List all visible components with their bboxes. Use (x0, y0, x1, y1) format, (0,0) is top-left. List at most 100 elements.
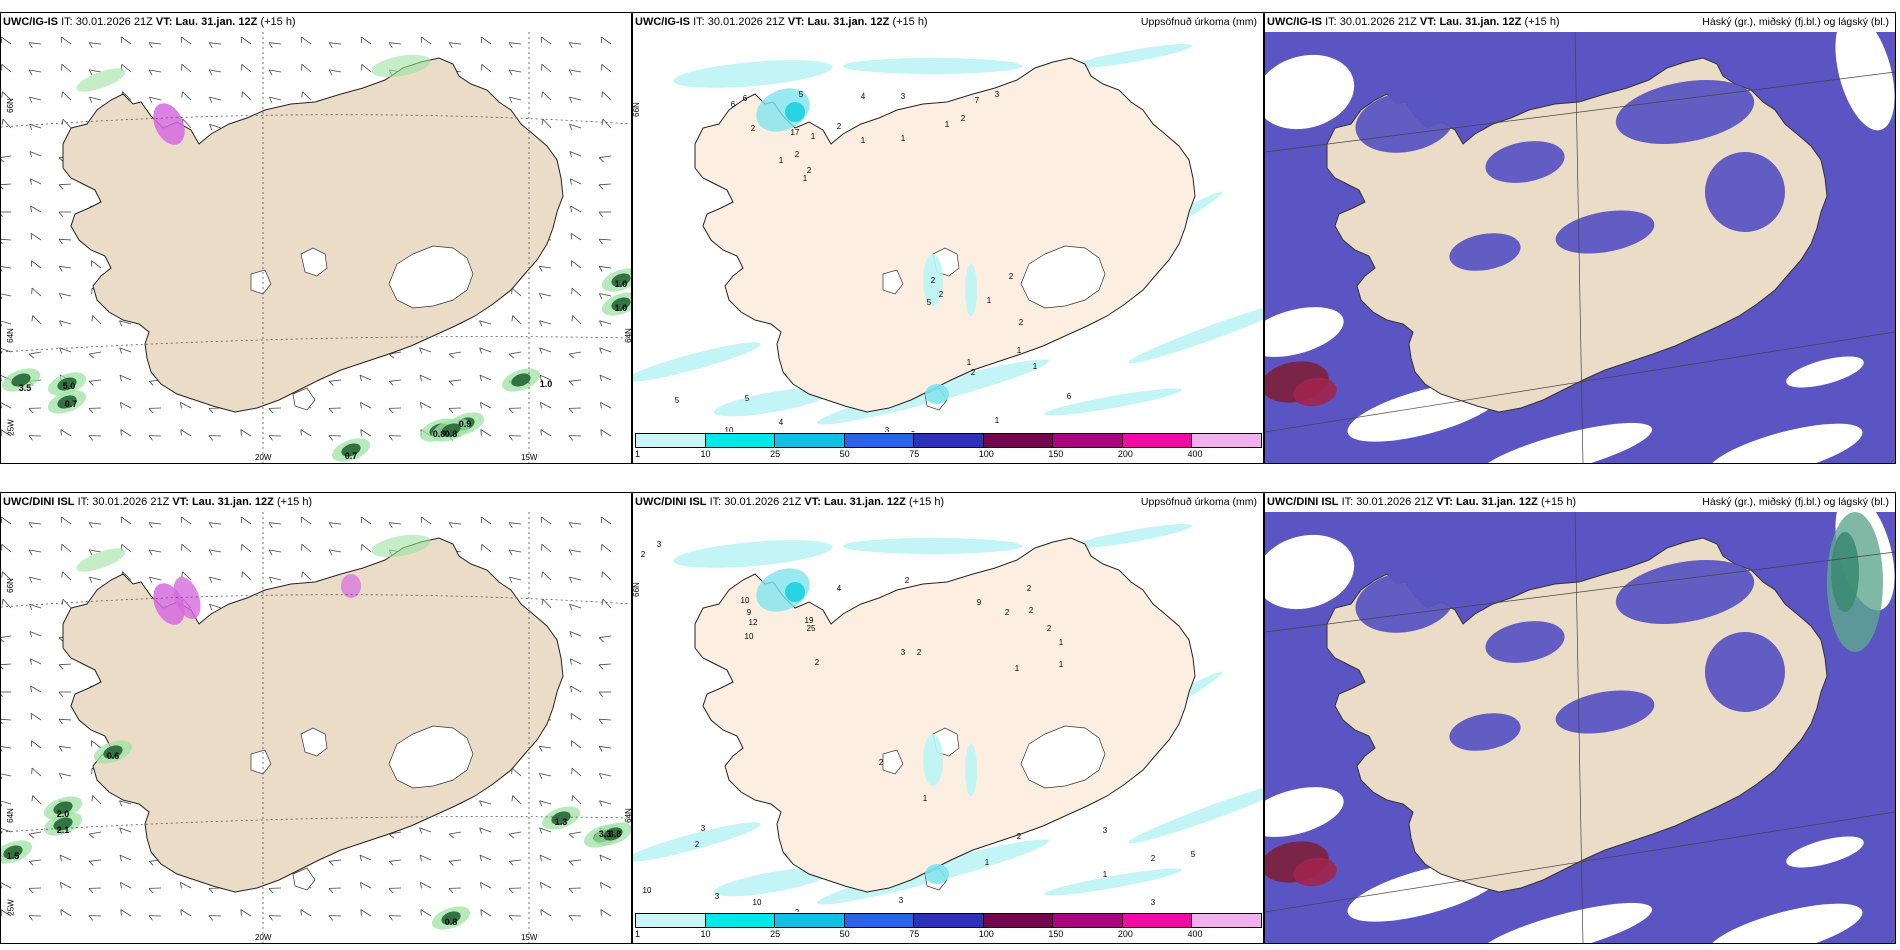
value-label: 1 (1059, 660, 1064, 669)
value-label: 2 (1027, 584, 1032, 593)
colorbar-segment (704, 913, 776, 928)
glaciers (153, 103, 474, 411)
value-label: 19 (805, 616, 814, 625)
colorbar-segment (635, 913, 706, 928)
model-name: UWC/DINI ISL (1267, 496, 1339, 508)
colorbar-tick: 400 (1187, 929, 1203, 939)
lon-tick: 25W (6, 899, 16, 916)
colorbar-tick: 25 (770, 929, 781, 939)
colorbar-tick: 200 (1117, 449, 1133, 459)
panel-header: UWC/DINI ISL IT: 30.01.2026 21Z VT: Lau.… (633, 493, 1263, 512)
lat-tick: 64N (623, 808, 632, 823)
it-label: IT: (61, 16, 73, 28)
value-label: 4 (837, 584, 842, 593)
colorbar-segment (774, 433, 845, 448)
colorbar-tick: 75 (909, 449, 920, 459)
value-label: 2 (795, 150, 800, 159)
colorbar-segment (843, 913, 915, 928)
cloud-map (1265, 512, 1895, 943)
initial-time: 30.01.2026 21Z (75, 16, 153, 28)
panel-title: Uppsöfnuð úrkoma (mm) (1140, 496, 1257, 508)
value-label: 3.8 (609, 829, 622, 839)
valid-time: Lau. 31.jan. 12Z (823, 496, 906, 508)
value-label: 3 (1103, 826, 1108, 835)
grid-lines (1265, 32, 1895, 463)
colorbar-segment (1052, 913, 1123, 928)
value-label: 17 (791, 128, 800, 137)
lead-time: (+15 h) (1524, 16, 1560, 28)
value-label: 6 (743, 94, 748, 103)
glaciers (756, 88, 1106, 411)
value-label: 2 (1009, 272, 1014, 281)
value-label: 25 (807, 624, 816, 633)
initial-time: 30.01.2026 21Z (1339, 16, 1417, 28)
colorbar-tick: 400 (1187, 449, 1203, 459)
colorbar-tick: 100 (978, 449, 994, 459)
initial-time: 30.01.2026 21Z (724, 496, 802, 508)
lead-time: (+15 h) (260, 16, 296, 28)
valid-time: Lau. 31.jan. 12Z (1455, 496, 1538, 508)
panel-header: UWC/IG-IS IT: 30.01.2026 21Z VT: Lau. 31… (633, 13, 1263, 32)
lat-tick: 66N (5, 578, 15, 593)
colorbar-segment (913, 433, 984, 448)
panel-title: Háský (gr.), miðský (fj.bl.) og lágský (… (1702, 496, 1889, 508)
value-label: 4 (861, 92, 866, 101)
value-label: 1 (987, 296, 992, 305)
value-label: 5.0 (63, 381, 76, 391)
lon-tick: 15W (521, 453, 538, 462)
cloud-panel-top: UWC/IG-IS IT: 30.01.2026 21Z VT: Lau. 31… (1264, 12, 1896, 464)
value-label: 2 (1005, 608, 1010, 617)
cloud-panel-bottom: UWC/DINI ISL IT: 30.01.2026 21Z VT: Lau.… (1264, 492, 1896, 944)
value-label: 2 (751, 124, 756, 133)
lead-time: (+15 h) (1540, 496, 1577, 508)
precip-value-labels: 1.01.03.5 5.00.71.00.90.8 0.80.7 (19, 279, 628, 461)
valid-time: Lau. 31.jan. 12Z (175, 16, 258, 28)
colorbar-tick: 50 (839, 929, 850, 939)
lat-lon-grid (1, 512, 631, 943)
value-label: 4 (779, 418, 784, 427)
value-label: 1 (1017, 346, 1022, 355)
panel-title: Uppsöfnuð úrkoma (mm) (1140, 16, 1257, 28)
colorbar-tick: 10 (700, 929, 711, 939)
value-label: 2 (695, 840, 700, 849)
it-label: IT: (693, 16, 705, 28)
value-label: 1 (861, 136, 866, 145)
value-label: 10 (643, 886, 652, 895)
initial-time: 30.01.2026 21Z (1356, 496, 1434, 508)
value-label: 3 (1151, 898, 1156, 907)
it-label: IT: (1325, 16, 1337, 28)
cloud-cover-over-land (1355, 80, 1785, 271)
lead-time: (+15 h) (276, 496, 313, 508)
colorbar-tick: 1 (635, 449, 641, 459)
colorbar-tick: 10 (700, 449, 711, 459)
colorbar-segment (1052, 433, 1123, 448)
value-label: 3 (885, 426, 890, 432)
panel-header: UWC/DINI ISL IT: 30.01.2026 21Z VT: Lau.… (1, 493, 631, 512)
wind-map: 0.6 2.0 2.1 1.5 0.8 1.3 3.33.8 (1, 512, 631, 943)
value-label: 3 (657, 540, 662, 549)
initial-time: 30.01.2026 21Z (92, 496, 170, 508)
precip-blobs (1, 534, 631, 930)
lon-tick: 20W (255, 933, 272, 942)
value-label: 1 (995, 416, 1000, 425)
colorbar-segment (1191, 913, 1262, 928)
value-label: 0.7 (345, 451, 358, 461)
colorbar-tick: 1 (635, 929, 641, 939)
vt-label: VT: (155, 16, 173, 28)
model-name: UWC/DINI ISL (3, 496, 75, 508)
precip-value-labels: 6654317217322121111222215212116510434533… (675, 90, 1072, 432)
value-label: 2 (879, 758, 884, 767)
value-label: 1 (1059, 638, 1064, 647)
lat-tick: 64N (5, 808, 15, 823)
value-label: 1 (779, 156, 784, 165)
value-label: 3 (995, 90, 1000, 99)
value-label: 1 (811, 132, 816, 141)
colorbar-tick: 75 (909, 929, 920, 939)
value-label: 3 (911, 430, 916, 432)
precip-map: 2310912101925422922211213221121012332106… (633, 524, 1263, 912)
precip-panel-bottom: UWC/DINI ISL IT: 30.01.2026 21Z VT: Lau.… (632, 492, 1264, 944)
value-label: 3.3 (599, 829, 612, 839)
value-label: 10 (725, 426, 734, 432)
colorbar-segment (1191, 433, 1262, 448)
value-label: 2 (641, 550, 646, 559)
